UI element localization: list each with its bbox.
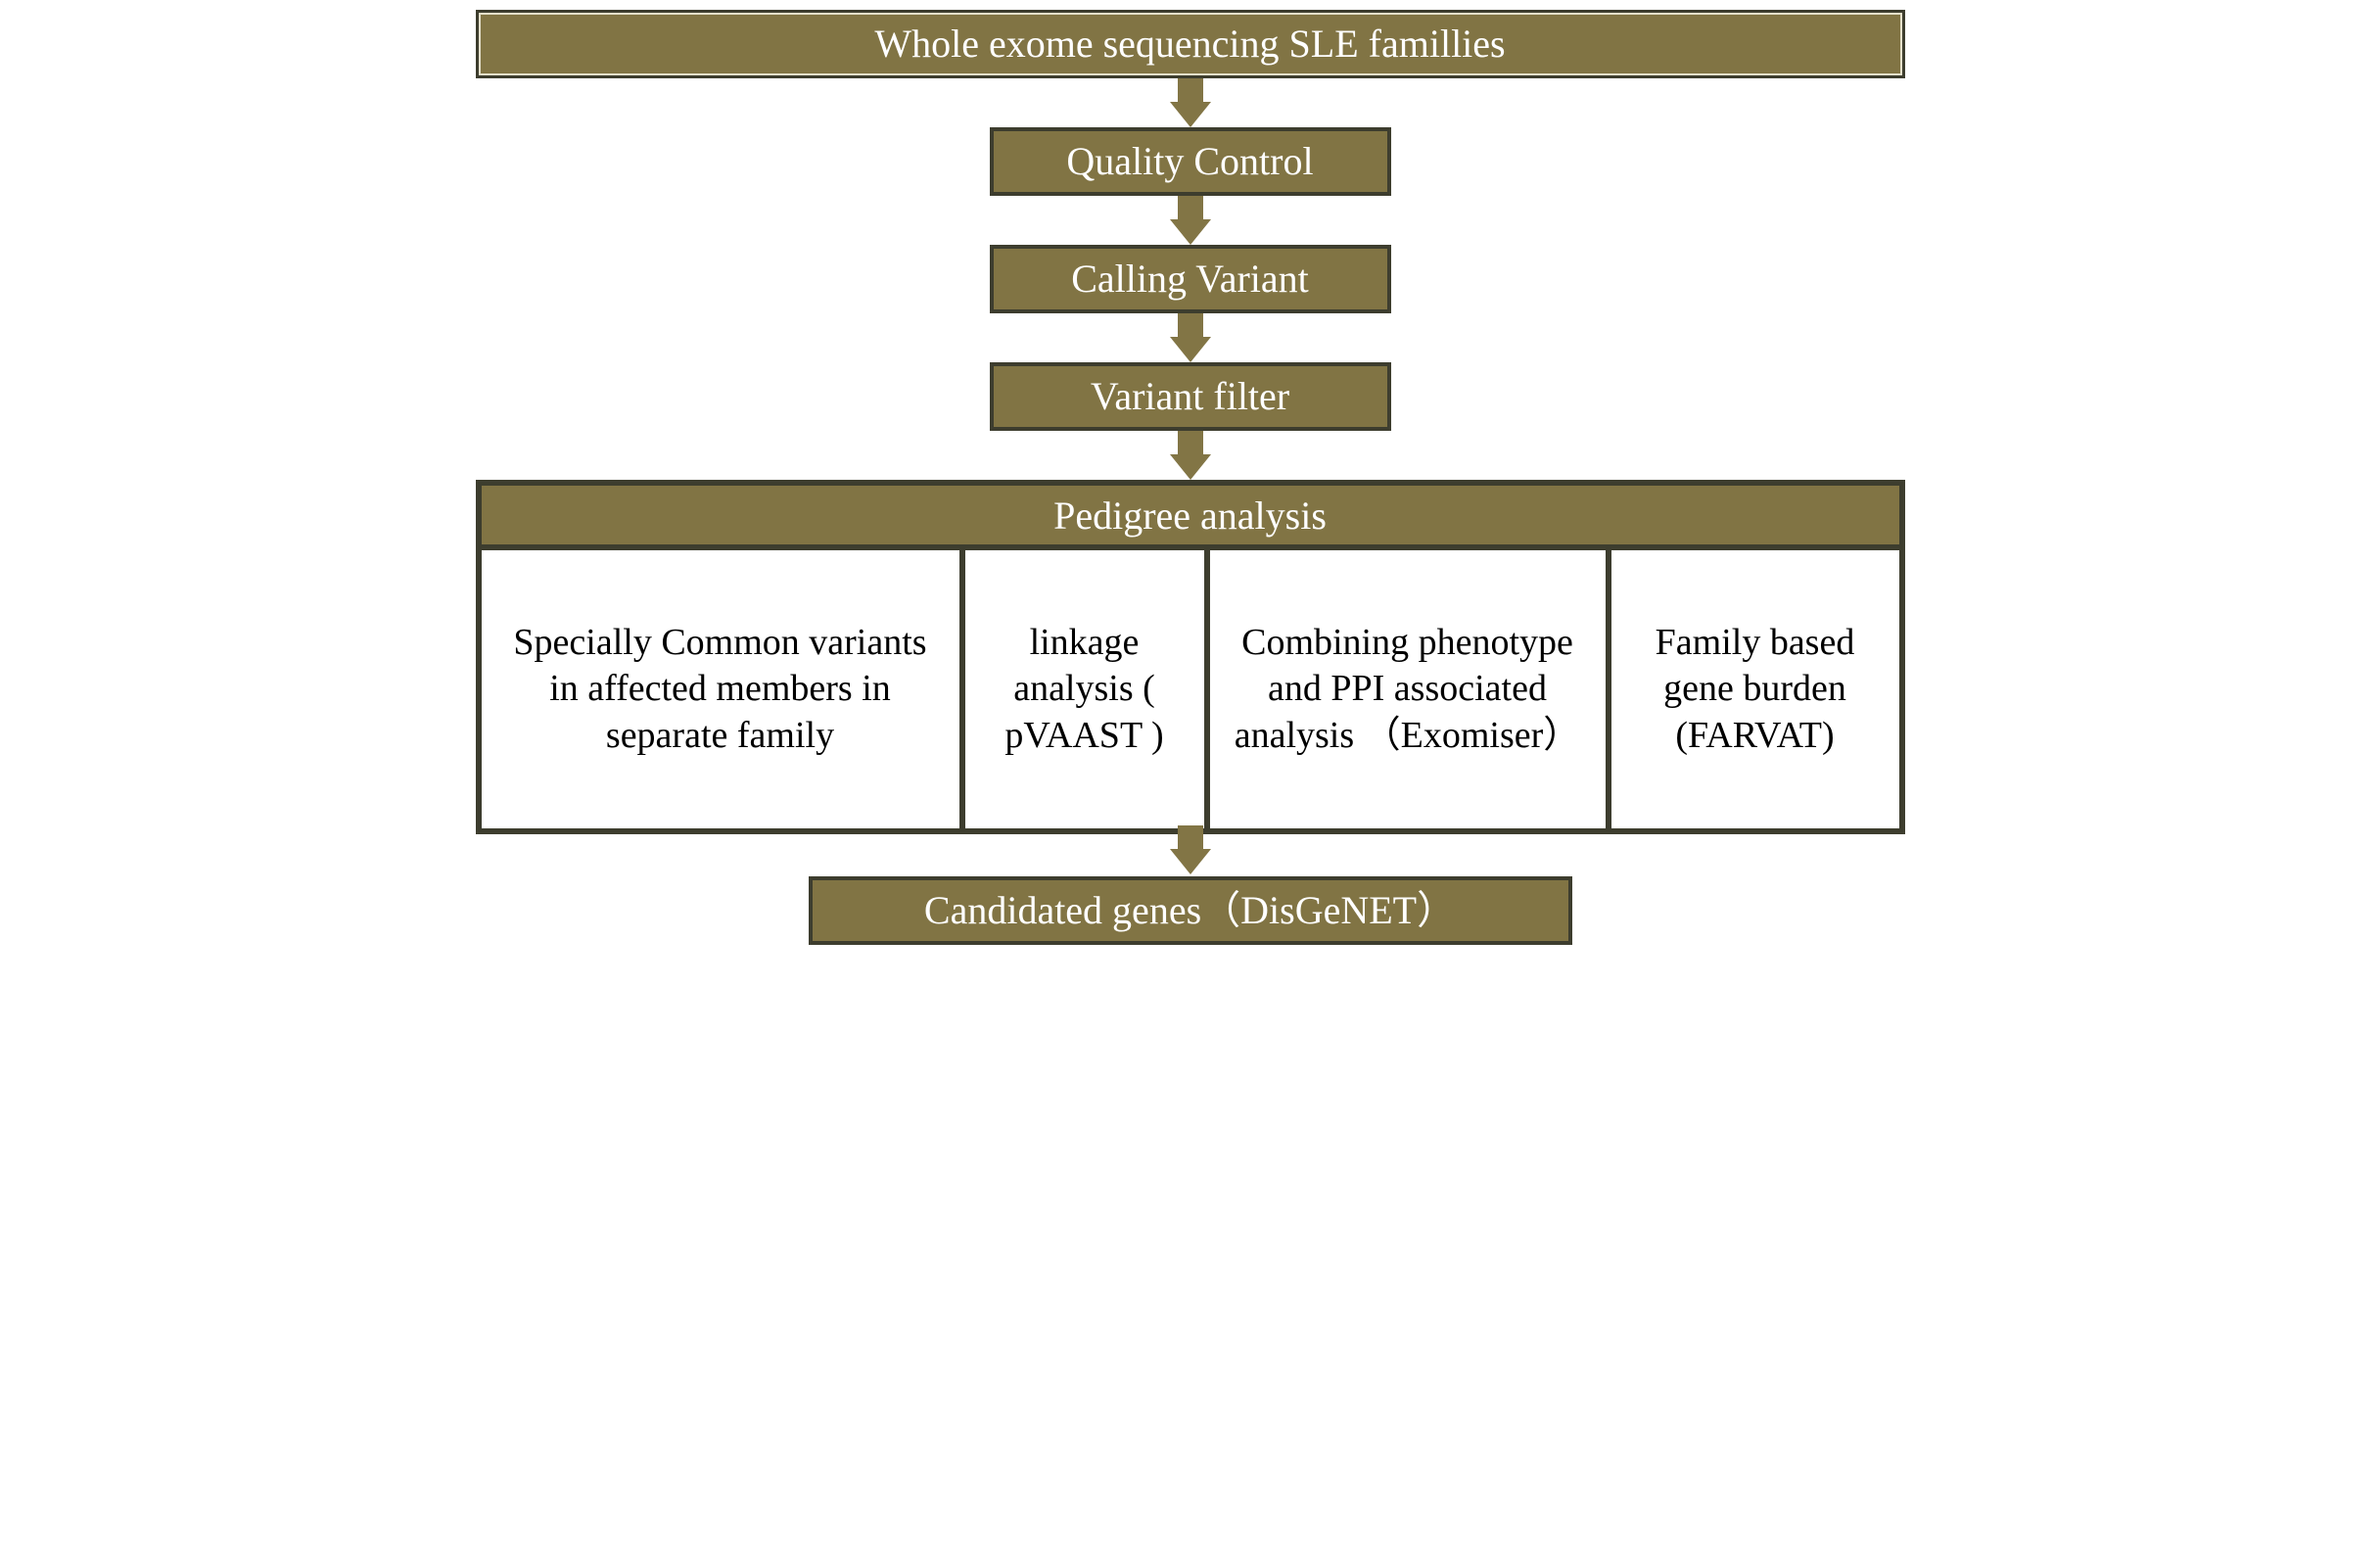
pedigree-header: Pedigree analysis: [482, 486, 1899, 544]
filter-box-label: Variant filter: [1007, 372, 1374, 421]
pedigree-cells-row: Specially Common variants in affected me…: [482, 544, 1899, 828]
pedigree-cell-0-label: Specially Common variants in affected me…: [495, 620, 946, 760]
pedigree-cell-0: Specially Common variants in affected me…: [482, 550, 959, 828]
pedigree-cell-2: Combining phenotype and PPI associated a…: [1204, 550, 1606, 828]
top-box: Whole exome sequencing SLE famillies: [476, 10, 1905, 78]
arrow-down-icon: [1170, 78, 1211, 127]
arrow-down-icon: [1170, 431, 1211, 480]
call-box-label: Calling Variant: [1007, 255, 1374, 304]
pedigree-cell-2-label: Combining phenotype and PPI associated a…: [1224, 620, 1592, 760]
arrow-down-icon: [1170, 196, 1211, 245]
filter-box: Variant filter: [990, 362, 1391, 431]
pedigree-cell-1: linkage analysis ( pVAAST ): [959, 550, 1204, 828]
pedigree-header-label: Pedigree analysis: [1053, 493, 1327, 539]
top-box-label: Whole exome sequencing SLE famillies: [492, 20, 1889, 69]
qc-box: Quality Control: [990, 127, 1391, 196]
pedigree-cell-3: Family based gene burden (FARVAT): [1606, 550, 1899, 828]
arrow-down-icon: [1170, 825, 1211, 874]
pedigree-cell-1-label: linkage analysis ( pVAAST ): [979, 620, 1190, 760]
pedigree-cell-3-label: Family based gene burden (FARVAT): [1625, 620, 1886, 760]
candidated-box: Candidated genes（DisGeNET）: [809, 876, 1572, 945]
candidated-box-label: Candidated genes（DisGeNET）: [826, 886, 1555, 935]
call-box: Calling Variant: [990, 245, 1391, 313]
qc-box-label: Quality Control: [1007, 137, 1374, 186]
arrow-down-icon: [1170, 313, 1211, 362]
pedigree-wrapper: Pedigree analysis Specially Common varian…: [476, 480, 1905, 834]
